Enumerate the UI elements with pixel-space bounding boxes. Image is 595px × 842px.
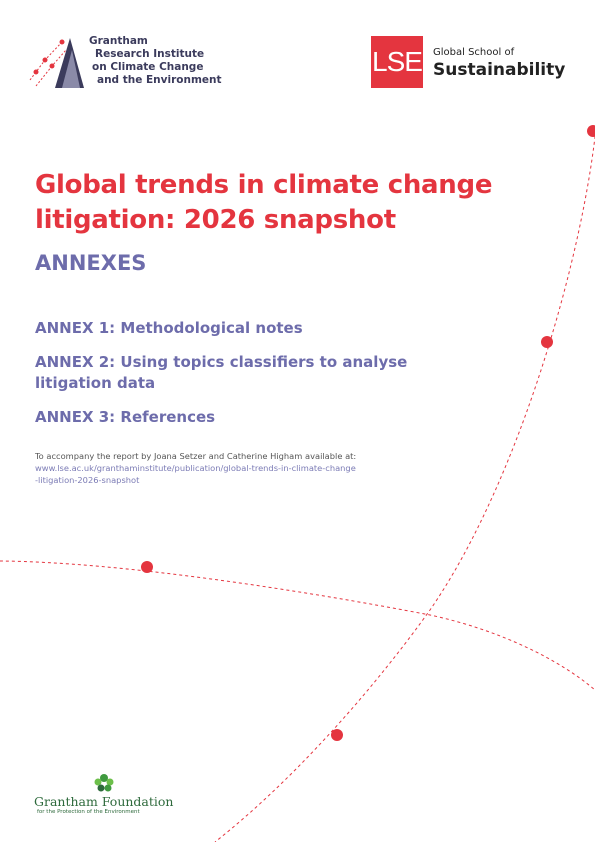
lse-line: Sustainability [433,60,566,80]
logo-line: Grantham [89,35,148,47]
dot [331,729,343,741]
annex-item: ANNEX 1: Methodological notes [35,318,303,339]
url-line: www.lse.ac.uk/granthaminstitute/publicat… [35,463,356,473]
note: To accompany the report by Joana Setzer … [35,450,356,486]
annex-line: ANNEX 3: References [35,408,216,426]
dashed-curve [214,132,595,842]
annex-line: litigation data [35,374,156,392]
subtitle: ANNEXES [35,251,147,275]
annex-item: ANNEX 3: References [35,407,215,428]
note-text: To accompany the report by Joana Setzer … [35,451,357,461]
dot [587,125,595,137]
foundation-logo-mark [94,774,114,792]
dot [141,561,153,573]
grantham-logo-mark [29,38,84,88]
logo-line: on Climate Change [92,61,204,73]
foundation-tagline: for the Protection of the Environment [37,809,140,815]
title-line: Global trends in climate change [35,170,493,200]
grantham-logo-text: Grantham Research Institute on Climate C… [89,35,222,87]
dot [541,336,553,348]
annex-item: ANNEX 2: Using topics classifiers to ana… [35,352,407,394]
title-line: litigation: 2026 snapshot [35,205,396,235]
foundation-name: Grantham Foundation [34,794,174,809]
dashed-curve [0,560,595,691]
title: Global trends in climate change litigati… [35,168,492,238]
url-line: -litigation-2026-snapshot [35,475,140,485]
annex-line: ANNEX 2: Using topics classifiers to ana… [35,353,408,371]
logo-line: Research Institute [95,48,205,60]
lse-line: Global School of [433,47,515,58]
logo-line: and the Environment [97,74,222,86]
annex-line: ANNEX 1: Methodological notes [35,319,303,337]
lse-mark: LSE [371,36,423,88]
